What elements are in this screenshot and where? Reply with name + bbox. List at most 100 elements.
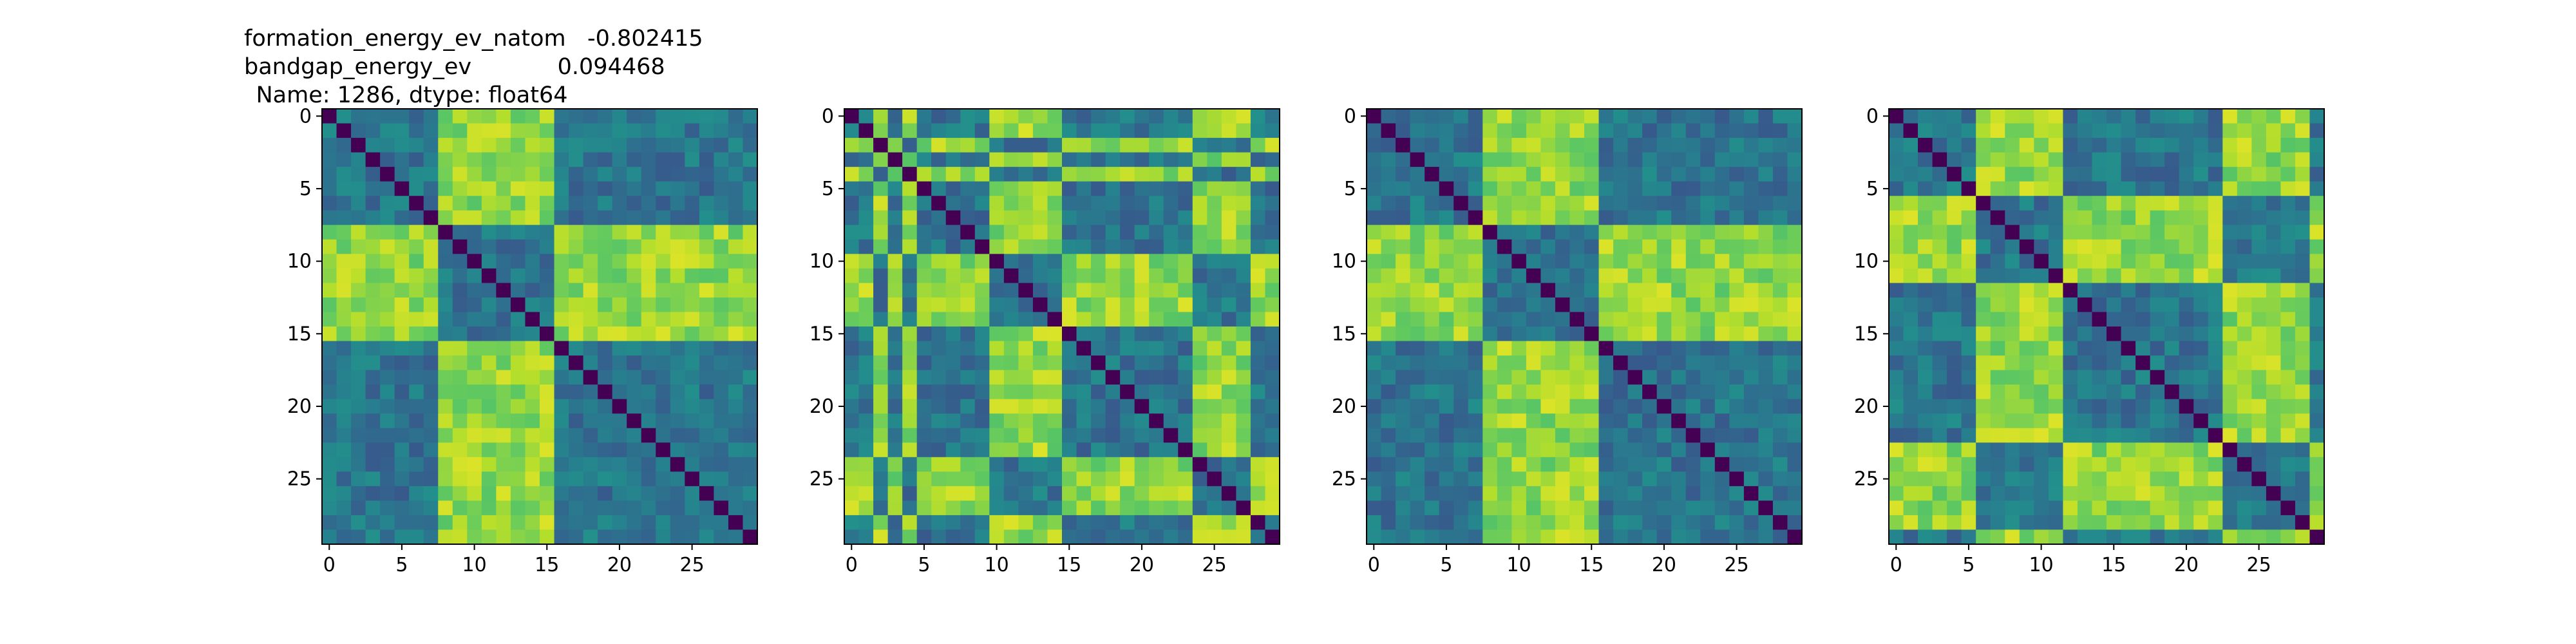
heatmap-cell [656,254,671,269]
heatmap-cell [380,268,395,283]
heatmap-cell [1076,239,1092,254]
heatmap-cell [438,297,453,313]
heatmap-cell [365,109,381,124]
heatmap-cell [2092,515,2107,531]
heatmap-cell [1221,486,1236,501]
heatmap-cell [670,529,685,545]
heatmap-cell [1976,239,1991,254]
heatmap-cell [2136,384,2151,400]
heatmap-cell [1265,457,1280,472]
heatmap-cell [2237,167,2252,182]
heatmap-cell [496,428,511,443]
heatmap-cell [989,152,1005,167]
heatmap-cell [960,413,976,429]
heatmap-cell [670,355,685,371]
heatmap-cell [1018,442,1034,458]
heatmap-cell [1032,384,1048,400]
heatmap-cell [685,239,700,254]
y-tick-label: 25 [810,468,834,491]
heatmap-cell [1076,283,1092,298]
heatmap-cell [1381,297,1396,313]
heatmap-cell [496,312,511,327]
axes-frame [1366,108,1803,545]
heatmap-cell [1018,529,1034,545]
heatmap-cell [989,457,1005,472]
heatmap-cell [1076,428,1092,443]
heatmap-cell [1685,355,1701,371]
heatmap-cell [1236,254,1251,269]
heatmap-cell [467,239,482,254]
heatmap-cell [1454,341,1469,356]
heatmap-cell [2193,442,2209,458]
heatmap-cell [1192,399,1208,414]
heatmap-cell [1134,457,1150,472]
heatmap-cell [960,283,976,298]
heatmap-cell [1454,327,1469,342]
heatmap-cell [438,196,453,211]
heatmap-cell [1149,341,1164,356]
heatmap-cell [2019,254,2034,269]
heatmap-cell [2237,297,2252,313]
heatmap-cell [496,268,511,283]
heatmap-cell [743,355,758,371]
heatmap-cell [1656,500,1672,516]
heatmap-cell [1511,196,1527,211]
heatmap-cell [1134,413,1150,429]
heatmap-cell [1178,457,1193,472]
heatmap-cell [2005,384,2020,400]
heatmap-cell [2237,196,2252,211]
heatmap-cell [1221,341,1236,356]
heatmap-cell [525,167,540,182]
heatmap-cell [1454,355,1469,371]
heatmap-cell [2107,355,2122,371]
heatmap-cell [887,341,903,356]
heatmap-cell [1526,486,1541,501]
heatmap-cell [916,181,932,196]
heatmap-cell [714,384,729,400]
heatmap-cell [1076,384,1092,400]
heatmap-cell [641,428,656,443]
heatmap-cell [2309,152,2325,167]
heatmap-cell [1367,181,1382,196]
heatmap-cell [1961,370,1976,385]
heatmap-cell [1511,384,1527,400]
heatmap-cell [1729,471,1745,487]
heatmap-cell [887,210,903,225]
heatmap-cell [2107,196,2122,211]
heatmap-cell [510,355,526,371]
heatmap-cell [1947,167,1962,182]
heatmap-cell [394,384,410,400]
heatmap-cell [2237,428,2252,443]
heatmap-cell [510,442,526,458]
heatmap-cell [2164,268,2180,283]
heatmap-cell [2179,181,2194,196]
heatmap-cell [1627,167,1643,182]
heatmap-cell [2092,138,2107,153]
heatmap-cell [1192,370,1208,385]
heatmap-cell [1932,370,1947,385]
heatmap-cell [1062,529,1077,545]
heatmap-cell [1367,225,1382,240]
heatmap-cell [2179,457,2194,472]
heatmap-cell [1439,239,1454,254]
heatmap-cell [2208,210,2223,225]
heatmap-cell [1656,428,1672,443]
heatmap-cell [1163,268,1179,283]
heatmap-cell [656,123,671,138]
heatmap-cell [1105,457,1121,472]
heatmap-cell [1163,283,1179,298]
heatmap-cell [467,254,482,269]
heatmap-cell [2048,123,2063,138]
heatmap-cell [989,341,1005,356]
heatmap-cell [1105,239,1121,254]
heatmap-cell [2121,370,2136,385]
heatmap-cell [656,457,671,472]
heatmap-cell [2150,109,2165,124]
heatmap-cell [873,486,889,501]
heatmap-cell [2208,515,2223,531]
heatmap-cell [322,500,337,516]
heatmap-cell [2309,500,2325,516]
heatmap-cell [351,428,366,443]
heatmap-cell [598,297,613,313]
heatmap-cell [2280,413,2296,429]
